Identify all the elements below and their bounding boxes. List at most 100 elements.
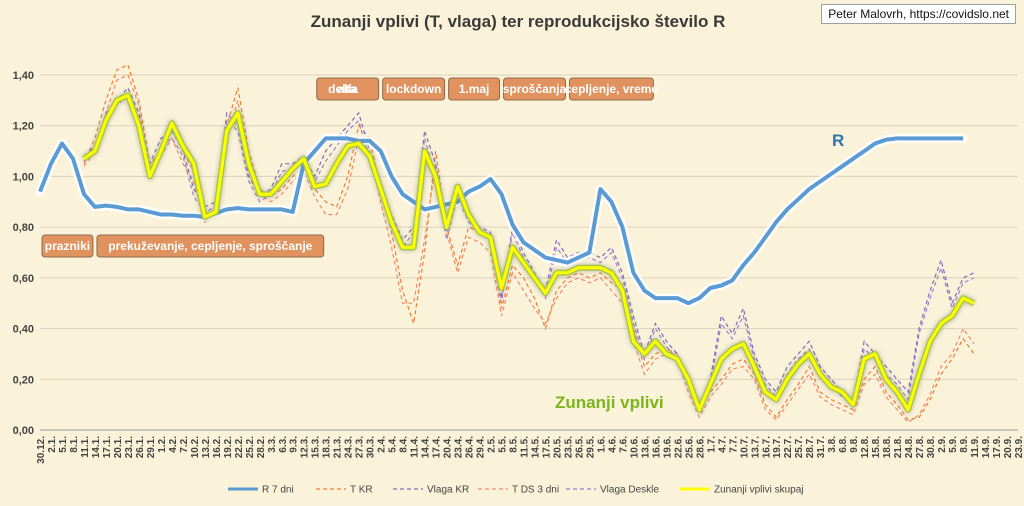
x-tick-label: 19.2. xyxy=(223,436,234,458)
x-tick-label: 20.5. xyxy=(552,436,563,458)
x-tick-label: 2.9. xyxy=(937,436,948,453)
legend-label: R 7 dni xyxy=(262,485,294,496)
annotation-label: sproščanja xyxy=(503,82,567,96)
annotation-rect xyxy=(382,77,446,101)
x-tick-label: 21.3. xyxy=(333,436,344,458)
annotation-rect xyxy=(316,77,380,101)
x-tick-label: 10.6. xyxy=(629,436,640,458)
annotation-rect xyxy=(448,77,501,101)
x-tick-label: 6.3. xyxy=(278,436,289,453)
series-labels: R Zunanji vplivi xyxy=(555,131,844,412)
x-tick-label: 17.5. xyxy=(541,436,552,458)
x-tick-label: 24.8. xyxy=(904,436,915,458)
legend-item: T DS 3 dni xyxy=(478,485,559,496)
x-tick-label: 1.6. xyxy=(596,436,607,453)
x-tick-label: 22.2. xyxy=(234,436,245,458)
x-tick-label: 27.8. xyxy=(915,436,926,458)
annotation-box: prazniki xyxy=(41,234,94,258)
x-tick-label: 24.3. xyxy=(344,436,355,458)
series-zunanji-vplivi-skupaj xyxy=(83,93,975,412)
x-tick-label: 18.8. xyxy=(882,436,893,458)
annotation-label: prazniki xyxy=(45,239,90,253)
series-t-kr xyxy=(83,64,975,421)
x-tick-label: 1.2. xyxy=(157,436,168,453)
x-tick-label: 26.1. xyxy=(135,436,146,458)
x-tick-label: 12.3. xyxy=(300,436,311,458)
y-tick-label: 0,00 xyxy=(13,425,34,437)
x-tick-label: 29.4. xyxy=(476,436,487,458)
x-tick-label: 23.9. xyxy=(1014,436,1024,458)
x-tick-label: 11.5. xyxy=(520,436,531,458)
x-tick-label: 2.1. xyxy=(47,436,58,453)
x-tick-label: 27.3. xyxy=(355,436,366,458)
x-tick-label: 16.2. xyxy=(212,436,223,458)
x-tick-label: 19.6. xyxy=(662,436,673,458)
x-tick-label: 28.7. xyxy=(805,436,816,458)
y-axis: 0,00 0,20 0,40 0,60 0,80 1,00 1,20 1,40 xyxy=(13,70,34,437)
x-tick-label: 4.7. xyxy=(717,436,728,453)
annotation-box: delta xyxy=(328,82,356,96)
x-tick-label: 1.7. xyxy=(706,436,717,453)
x-tick-label: 28.2. xyxy=(256,436,267,458)
x-tick-label: 25.6. xyxy=(684,436,695,458)
annotation-box: prekuževanje, cepljenje, sproščanje xyxy=(96,234,325,258)
x-tick-label: 10.7. xyxy=(739,436,750,458)
x-tick-label: 10.2. xyxy=(190,436,201,458)
y-tick-label: 0,60 xyxy=(13,273,34,285)
x-tick-label: 29.5. xyxy=(585,436,596,458)
x-axis: 30.12. 2.1. 5.1. 8.1. 11.1. 14.1. 17.1. 20.1. 23… xyxy=(36,436,1024,464)
legend-item: R 7 dni xyxy=(228,485,294,496)
annotation-rect xyxy=(568,77,654,101)
annotation-label: cepljenje, vreme xyxy=(565,82,659,96)
x-tick-label: 13.7. xyxy=(750,436,761,458)
y-tick-label: 0,40 xyxy=(13,324,34,336)
x-tick-label: 6.8. xyxy=(838,436,849,453)
x-tick-label: 16.6. xyxy=(651,436,662,458)
x-tick-label: 17.1. xyxy=(102,436,113,458)
x-tick-label: 14.9. xyxy=(981,436,992,458)
x-tick-label: 29.1. xyxy=(146,436,157,458)
legend-label: Zunanji vplivi skupaj xyxy=(714,485,804,496)
annotation-box: sproščanja xyxy=(503,77,567,101)
x-tick-label: 26.5. xyxy=(574,436,585,458)
x-tick-label: 25.7. xyxy=(794,436,805,458)
x-tick-label: 2.5. xyxy=(487,436,498,453)
x-tick-label: 30.8. xyxy=(926,436,937,458)
x-tick-label: 2.4. xyxy=(377,436,388,453)
grid xyxy=(40,74,1018,431)
chart-title: Zunanji vplivi (T, vlaga) ter reprodukci… xyxy=(311,12,726,31)
x-tick-label: 8.5. xyxy=(509,436,520,453)
legend-label: T DS 3 dni xyxy=(512,485,559,496)
x-tick-label: 3.8. xyxy=(827,436,838,453)
x-tick-label: 15.3. xyxy=(311,436,322,458)
x-tick-label: 23.1. xyxy=(124,436,135,458)
y-tick-label: 0,80 xyxy=(13,222,34,234)
series xyxy=(35,64,976,424)
x-tick-label: 30.12. xyxy=(36,436,47,464)
x-tick-label: 8.4. xyxy=(399,436,410,453)
annotation-rect xyxy=(96,234,325,258)
annotation-label: prekuževanje, cepljenje, sproščanje xyxy=(108,239,312,253)
legend-item: Vlaga KR xyxy=(393,485,469,496)
x-tick-label: 5.4. xyxy=(388,436,399,453)
legend-item: Vlaga Deskle xyxy=(566,485,659,496)
annotation-box: lockdown xyxy=(382,77,446,101)
legend-label: Vlaga KR xyxy=(427,485,469,496)
x-tick-label: 22.6. xyxy=(673,436,684,458)
series-t-ds-3-dni xyxy=(83,74,975,424)
x-tick-label: 9.8. xyxy=(849,436,860,453)
y-tick-label: 1,40 xyxy=(13,70,34,82)
x-tick-label: 17.9. xyxy=(992,436,1003,458)
x-tick-label: 9.3. xyxy=(289,436,300,453)
annotation-label: 1.maj xyxy=(459,82,490,96)
series-vlaga-kr xyxy=(83,86,975,407)
x-tick-label: 20.9. xyxy=(1003,436,1014,458)
x-tick-label: 5.1. xyxy=(58,436,69,453)
x-tick-label: 12.8. xyxy=(860,436,871,458)
x-tick-label: 4.6. xyxy=(607,436,618,453)
x-tick-label: 8.1. xyxy=(69,436,80,453)
x-tick-label: 3.3. xyxy=(267,436,278,453)
x-tick-label: 23.4. xyxy=(454,436,465,458)
